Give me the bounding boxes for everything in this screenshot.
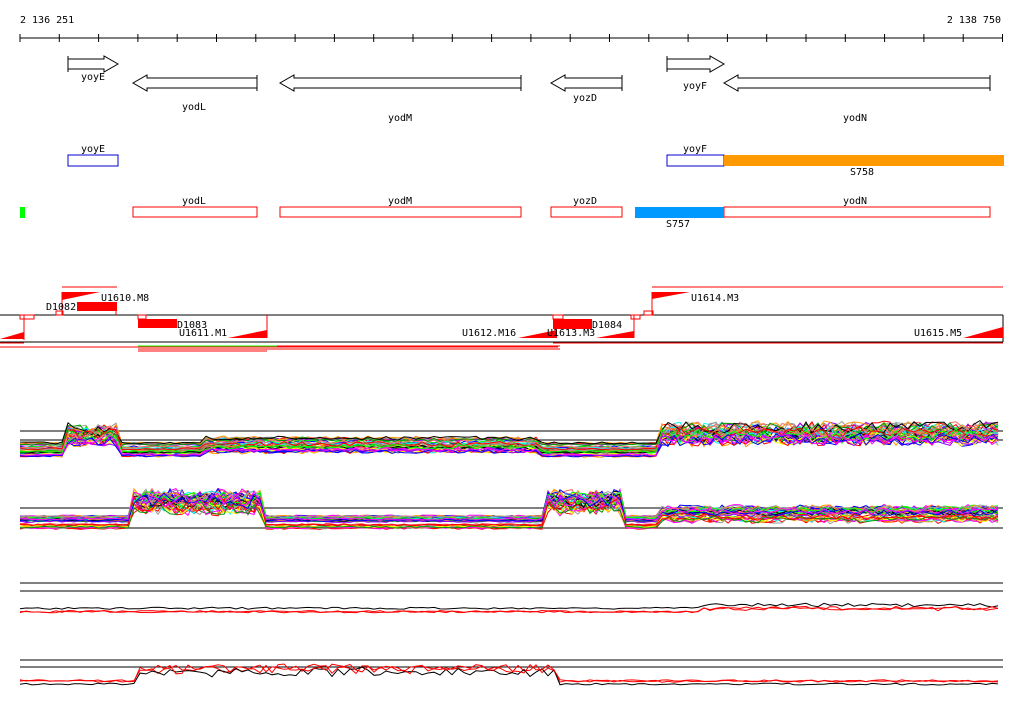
cds-plus-track: yoyE yoyF S758 [67, 144, 1004, 178]
cds-yodN[interactable] [723, 206, 991, 218]
expression-signal-tracks [19, 419, 1003, 686]
signal-line [19, 666, 999, 686]
ruler-end: 2 138 750 [947, 15, 1001, 26]
signal-line [19, 602, 999, 610]
gene-track: yoyE yodL yodM yozD yoyF yodN [67, 55, 991, 124]
segment-label: S757 [666, 219, 690, 230]
gene-arrow-yoyF[interactable] [666, 55, 726, 73]
ruler-start: 2 136 251 [20, 15, 74, 26]
transcript-label-d1084[interactable]: D1084 [592, 320, 622, 331]
gene-arrow-yodL[interactable] [131, 74, 258, 92]
cds-label: yoyE [81, 144, 105, 155]
signal-line [19, 432, 999, 458]
cds-yozD[interactable] [550, 206, 623, 218]
segment-label: S758 [850, 167, 874, 178]
cds-minus-track: yodL yodM yozD yodN S757 [20, 196, 991, 230]
gene-label: yodL [182, 102, 206, 113]
signal-line [19, 428, 999, 453]
signal-line [19, 489, 999, 521]
transcript-label-u1611[interactable]: U1611.M1 [179, 328, 227, 339]
transcript-label-u1614[interactable]: U1614.M3 [691, 293, 739, 304]
cds-yoyF[interactable] [666, 154, 725, 167]
coordinate-ruler: 2 136 251 2 138 750 [19, 15, 1003, 42]
gene-arrow-yozD[interactable] [549, 74, 623, 92]
signal-line [19, 663, 999, 683]
cds-label: yodN [843, 196, 867, 207]
transcript-label-u1613[interactable]: U1613.M3 [547, 328, 595, 339]
cds-label: yodL [182, 196, 206, 207]
green-marker [20, 207, 25, 218]
transcript-label-u1610[interactable]: U1610.M8 [101, 293, 149, 304]
cds-yoyE[interactable] [67, 154, 119, 167]
signal-line [19, 663, 998, 683]
signal-line [19, 605, 999, 614]
gene-arrow-yodN[interactable] [722, 74, 991, 92]
gene-label: yoyF [683, 81, 707, 92]
signal-line [19, 425, 999, 451]
signal-line [19, 488, 999, 518]
signal-line [19, 498, 999, 528]
signal-line [19, 423, 999, 449]
transcript-label-u1612[interactable]: U1612.M16 [462, 328, 516, 339]
signal-line [19, 495, 999, 527]
cds-label: yozD [573, 196, 597, 207]
signal-line [19, 431, 999, 457]
signal-line [19, 492, 999, 522]
segment-s757[interactable] [635, 207, 724, 218]
gene-label: yozD [573, 93, 597, 104]
transcript-label-u1615[interactable]: U1615.M5 [914, 328, 962, 339]
transcript-label-d1082[interactable]: D1082 [46, 302, 76, 313]
signal-line [20, 419, 999, 445]
cds-label: yodM [388, 196, 412, 207]
transcript-label-d1083[interactable]: D1083 [177, 320, 207, 331]
gene-label: yodM [388, 113, 412, 124]
cds-yodM[interactable] [279, 206, 522, 218]
segment-s758[interactable] [724, 155, 1004, 166]
transcript-track: D1082 U1610.M8 D1083 U1611.M1 U1612.M16 … [0, 286, 1004, 352]
gene-arrow-yodM[interactable] [278, 74, 522, 92]
gene-label: yoyE [81, 72, 105, 83]
gene-label: yodN [843, 113, 867, 124]
gene-arrow-yoyE[interactable] [67, 55, 120, 73]
cds-label: yoyF [683, 144, 707, 155]
cds-yodL[interactable] [132, 206, 258, 218]
